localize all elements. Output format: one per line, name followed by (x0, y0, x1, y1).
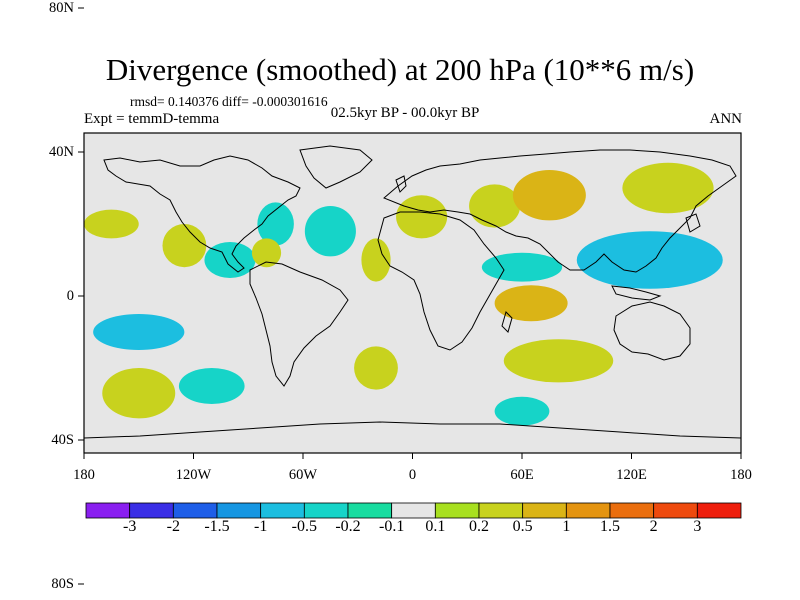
coastlines (84, 145, 741, 439)
colorbar-swatch (303, 502, 349, 519)
colorbar (85, 502, 742, 519)
rmsd-diff-stats: rmsd= 0.140376 diff= -0.000301616 (130, 94, 328, 109)
field-north-atlantic-negative (304, 206, 356, 257)
colorbar-swatch (172, 502, 218, 519)
lat-label: 0 (66, 288, 74, 304)
colorbar-swatch (609, 502, 655, 519)
field-caribbean-negative (257, 202, 294, 246)
coast-uk (395, 175, 407, 193)
lon-label: 0 (408, 467, 417, 483)
field-southeast-pacific-negative (178, 368, 245, 404)
coast-australia (613, 301, 691, 361)
lat-label: 80S (51, 576, 74, 592)
field-central-america-positive (251, 238, 282, 268)
colorbar-swatch (434, 502, 480, 519)
lat-label: 80N (49, 0, 74, 16)
lon-label: 120E (616, 467, 647, 483)
colorbar-label: -2 (166, 518, 180, 535)
coast-japan (685, 213, 701, 233)
lon-label: 60W (288, 467, 318, 483)
colorbar-label: 3 (693, 518, 702, 535)
field-south-indian-positive (503, 339, 614, 383)
field-south-pacific-negative (93, 314, 185, 350)
field-indian-ocean-negative (481, 252, 563, 282)
colorbar-swatch (522, 502, 567, 519)
coast-madagascar (501, 311, 513, 333)
coast-eurasia (383, 149, 737, 273)
colorbar-swatch (653, 502, 698, 519)
field-south-atlantic-positive (354, 346, 398, 390)
field-sahara-positive (396, 195, 448, 239)
colorbar-swatch (565, 502, 611, 519)
field-west-pacific-positive (622, 162, 714, 214)
lat-label: 40N (49, 144, 74, 160)
field-asia-positive (512, 170, 586, 221)
colorbar-swatch (696, 502, 742, 519)
colorbar-swatch (347, 502, 393, 519)
field-arabia-positive (469, 184, 521, 228)
colorbar-label: 1.5 (600, 518, 620, 535)
lon-label: 60E (510, 467, 534, 483)
lon-label: 180 (73, 467, 95, 483)
colorbar-label: -1 (253, 518, 268, 535)
field-southern-africa-negative (494, 396, 550, 426)
colorbar-label: 0.1 (425, 518, 446, 535)
field-mid-atlantic-positive (361, 238, 391, 282)
coast-greenland (299, 145, 373, 189)
colorbar-label: -1.5 (204, 518, 230, 535)
lon-label: 120W (175, 467, 212, 483)
colorbar-swatch (85, 502, 131, 519)
divergence-field (84, 162, 723, 426)
colorbar-label: -0.1 (378, 518, 405, 535)
colorbar-swatch (260, 502, 305, 519)
colorbar-swatch (391, 502, 436, 519)
field-east-pacific-negative-north (204, 242, 256, 278)
field-central-pacific-positive (162, 224, 207, 268)
lat-label: 40S (51, 432, 74, 448)
coast-africa (377, 211, 505, 351)
lon-label: 180 (730, 467, 752, 483)
period-label: 02.5kyr BP - 00.0kyr BP (330, 105, 480, 121)
season-label: ANN (709, 111, 743, 127)
coast-indonesia (611, 285, 662, 301)
colorbar-label: 0.5 (512, 518, 533, 535)
field-indian-ocean-positive (494, 285, 568, 322)
colorbar-label: -3 (122, 518, 137, 535)
colorbar-swatch (129, 502, 174, 519)
colorbar-label: -0.2 (335, 518, 361, 535)
field-north-pacific-positive (84, 209, 139, 239)
coast-south-america (249, 261, 349, 387)
field-west-pacific-negative (576, 231, 723, 289)
colorbar-label: -0.5 (291, 518, 317, 535)
field-south-pacific-positive (102, 368, 176, 419)
plot-title: Divergence (smoothed) at 200 hPa (10**6 … (105, 52, 695, 87)
colorbar-swatch (216, 502, 262, 519)
axis-ticks (78, 7, 742, 585)
colorbar-label: 1 (562, 518, 571, 535)
colorbar-label: 2 (649, 518, 658, 535)
coast-north-america (103, 155, 301, 273)
colorbar-label: 0.2 (469, 518, 489, 535)
coast-antarctica (84, 421, 741, 439)
colorbar-swatch (478, 502, 524, 519)
experiment-label: Expt = temmD-temma (84, 111, 220, 127)
